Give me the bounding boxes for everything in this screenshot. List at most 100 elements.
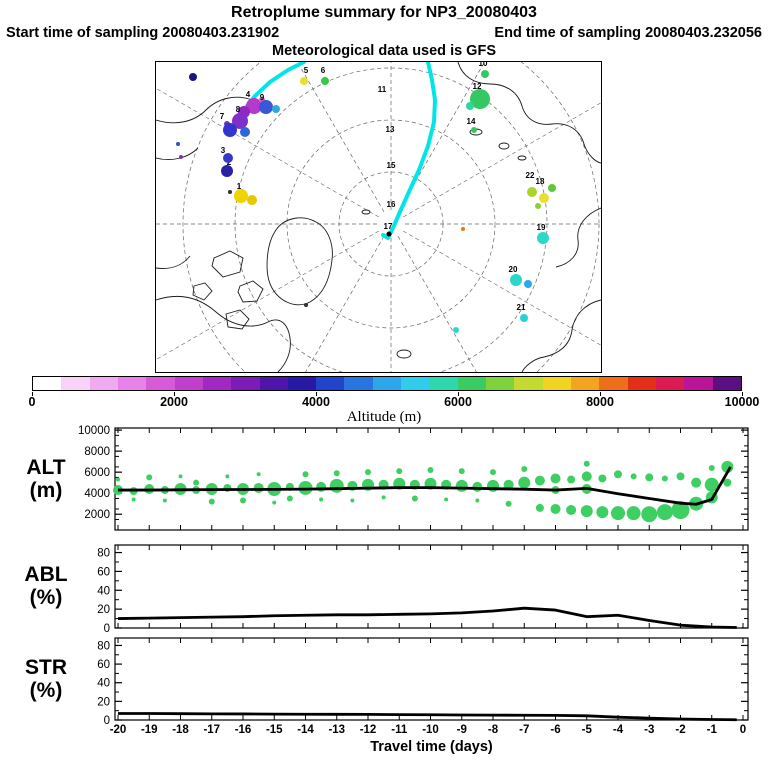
plume-dot — [304, 303, 308, 307]
plume-bubble — [656, 504, 673, 521]
marker-day-label: 10 — [479, 62, 488, 68]
map-marker: 9 — [259, 93, 280, 114]
plume-bubble — [671, 501, 690, 520]
plume-bubble — [691, 477, 702, 488]
plume-bubble — [302, 471, 309, 478]
plume-bubble — [237, 482, 249, 495]
plume-bubble — [362, 478, 374, 491]
colorbar-label: Altitude (m) — [346, 409, 422, 425]
plume-bubble — [427, 467, 434, 474]
plume-blob — [535, 203, 541, 209]
plume-blob — [246, 98, 262, 114]
marker-day-label: 16 — [387, 200, 396, 209]
y-tick-label: 80 — [97, 548, 110, 560]
plume-bubble — [475, 498, 480, 503]
x-tick-label: -14 — [297, 724, 314, 736]
plume-dot — [189, 73, 197, 81]
colorbar-cell — [429, 377, 458, 390]
plume-bubble — [193, 479, 200, 486]
x-tick-label: -11 — [391, 724, 408, 736]
plume-bubble — [365, 469, 371, 476]
colorbar-cell — [542, 377, 571, 390]
plume-bubble — [286, 495, 293, 502]
marker-day-label: 14 — [467, 117, 476, 126]
plume-bubble — [329, 478, 344, 493]
plume-blob — [300, 77, 308, 85]
plume-bubble — [319, 497, 324, 502]
y-tick-label: 4000 — [84, 488, 110, 500]
plume-bubble — [411, 495, 418, 502]
plume-bubble — [393, 477, 406, 490]
plume-blob — [259, 100, 273, 114]
plume-dot — [176, 142, 180, 146]
plume-bubble — [424, 477, 437, 490]
plume-bubble — [205, 482, 218, 495]
marker-day-label: 9 — [260, 93, 265, 102]
colorbar-tickmark — [316, 392, 317, 396]
colorbar-cell — [684, 377, 713, 390]
plume-blob — [548, 184, 556, 192]
plume-bubble — [661, 475, 668, 482]
plume-bubble — [178, 474, 183, 479]
map-marker: 15 — [387, 161, 396, 170]
x-tick-label: -16 — [235, 724, 252, 736]
marker-day-label: 18 — [536, 177, 545, 186]
colorbar-cell — [627, 377, 656, 390]
plume-blob — [221, 165, 233, 177]
plume-bubble — [316, 481, 327, 492]
plume-bubble — [174, 482, 187, 495]
plume-bubble — [160, 486, 169, 495]
plume-bubble — [396, 468, 403, 475]
map-marker: 14 — [467, 117, 477, 133]
plume-bubble — [223, 483, 232, 492]
x-tick-label: -4 — [613, 724, 624, 736]
plume-bubble — [704, 477, 719, 492]
plume-dot — [179, 155, 183, 159]
plume-bubble — [253, 482, 264, 493]
colorbar-tickmark — [458, 392, 459, 396]
marker-day-label: 7 — [220, 112, 225, 121]
plume-bubble — [347, 480, 358, 491]
coastlines — [156, 62, 601, 372]
x-tick-label: -17 — [203, 724, 220, 736]
plume-bubble — [225, 474, 230, 479]
y-tick-label: 2000 — [84, 509, 110, 521]
plume-blob — [247, 195, 257, 205]
plume-bubble — [472, 481, 483, 492]
x-tick-label: -3 — [644, 724, 654, 736]
map-marker: 19 — [537, 223, 549, 244]
map-marker: 20 — [509, 265, 532, 288]
colorbar-cell — [401, 377, 430, 390]
panel-str: 0 20 40 60 80 — [97, 637, 749, 727]
colorbar-tick-label: 6000 — [444, 395, 472, 409]
colorbar-cell — [287, 377, 317, 390]
plume-dot — [461, 227, 465, 231]
map-marker: 18 — [527, 177, 556, 209]
plume-bubble — [192, 486, 201, 495]
colorbar-cell — [486, 377, 515, 390]
x-tick-label: -10 — [422, 724, 439, 736]
marker-day-label: 21 — [517, 303, 526, 312]
x-tick-label: -1 — [707, 724, 718, 736]
y-tick-label: 60 — [97, 659, 110, 671]
plume-bubble — [626, 506, 641, 521]
marker-day-label: 5 — [304, 66, 309, 75]
plume-bubble — [581, 471, 592, 482]
x-tick-label: -18 — [172, 724, 189, 736]
plume-bubble — [535, 503, 544, 512]
plume-bubble — [490, 469, 496, 476]
alt-mean-line — [118, 466, 732, 506]
panel-abl: 0 20 40 60 80 — [97, 544, 749, 635]
plume-bubble — [596, 506, 609, 519]
end-time-label: End time of sampling 20080403.232056 — [494, 25, 762, 41]
colorbar-cell — [259, 377, 288, 390]
plume-blob — [223, 123, 237, 137]
plume-bubble — [583, 460, 590, 467]
plume-bubble — [645, 473, 654, 482]
x-tick-label: 0 — [740, 724, 746, 736]
str-axis-label: STR (%) — [25, 656, 67, 702]
x-tick-label: -8 — [488, 724, 499, 736]
marker-day-label: 19 — [537, 223, 546, 232]
y-tick-label: 6000 — [84, 467, 110, 479]
